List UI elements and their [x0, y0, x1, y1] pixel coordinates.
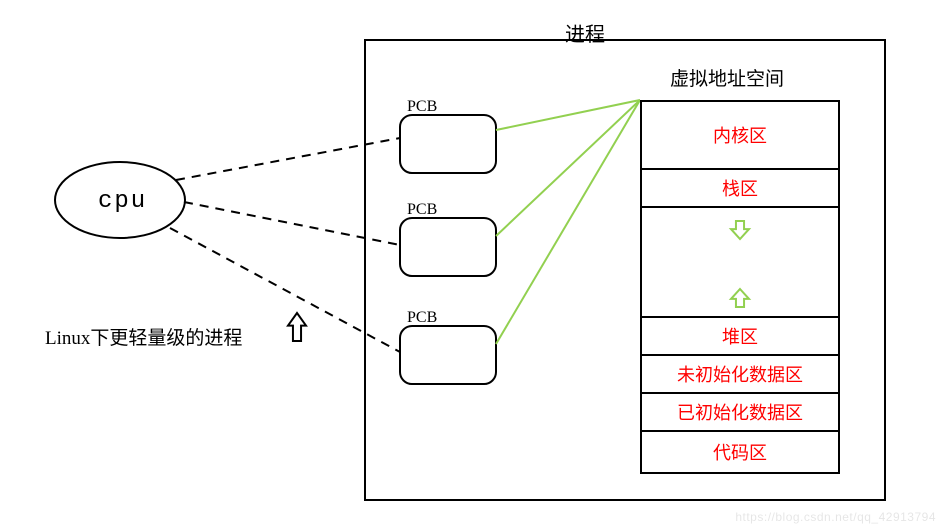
footnote-text: Linux下更轻量级的进程: [45, 323, 242, 350]
cpu-label: cpu: [98, 188, 147, 215]
vaspace-title: 虚拟地址空间: [670, 64, 784, 91]
vaspace-cell-data: 已初始化数据区: [640, 394, 840, 432]
pcb-label-3: PCB: [407, 309, 437, 327]
process-title: 进程: [565, 18, 605, 47]
vaspace-cell-heap: 堆区: [640, 318, 840, 356]
vaspace-cell-label: 栈区: [722, 175, 758, 201]
vaspace-cell-label: 堆区: [722, 323, 758, 349]
watermark-text: https://blog.csdn.net/qq_42913794: [735, 510, 936, 524]
vaspace-cell-kernel: 内核区: [640, 100, 840, 170]
vaspace-cell-label: 已初始化数据区: [677, 399, 803, 425]
vaspace-cell-label: 内核区: [713, 122, 767, 148]
vaspace-cell-stack: 栈区: [640, 170, 840, 208]
vaspace-cell-bss: 未初始化数据区: [640, 356, 840, 394]
vaspace-cell-label: 未初始化数据区: [677, 361, 803, 387]
pcb-label-2: PCB: [407, 201, 437, 219]
vaspace-cell-text: 代码区: [640, 432, 840, 474]
pcb-label-1: PCB: [407, 98, 437, 116]
vaspace-cell-label: 代码区: [713, 439, 767, 465]
vaspace-cell-gap: [640, 208, 840, 318]
